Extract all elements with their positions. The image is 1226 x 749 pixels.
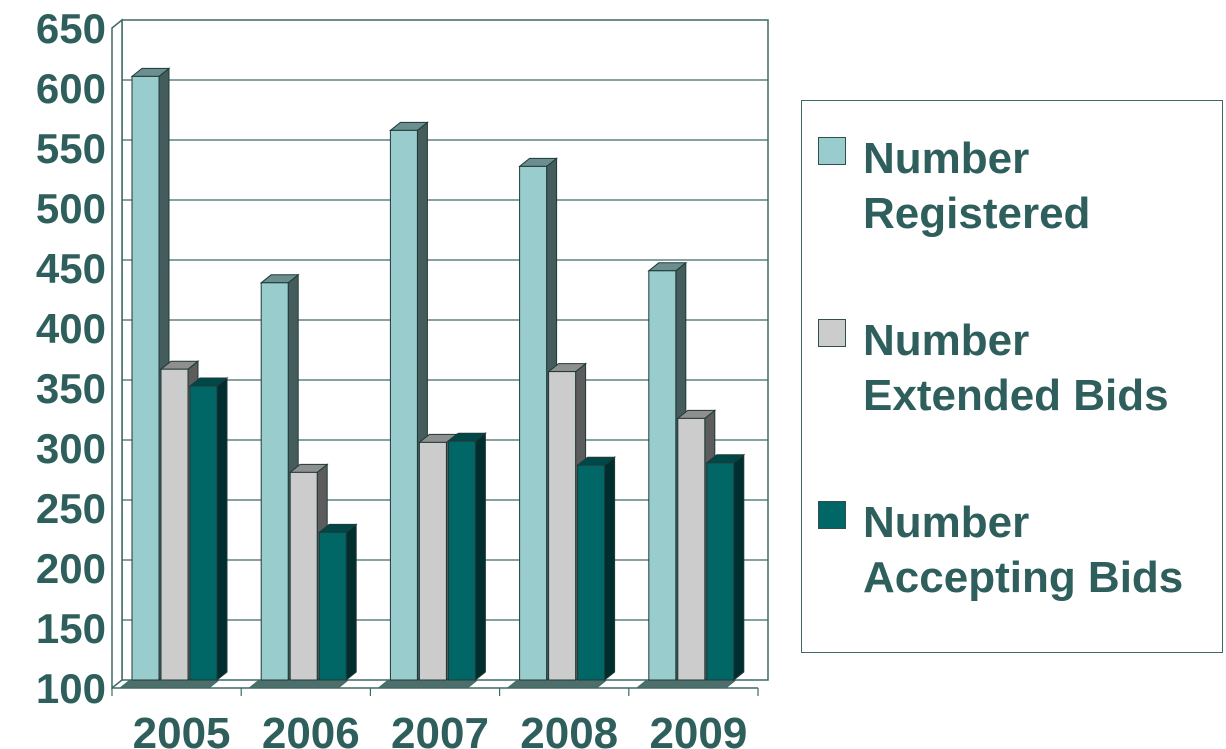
bar-side — [474, 432, 486, 682]
y-tick-label: 600 — [36, 65, 106, 112]
bar — [389, 129, 418, 681]
legend-label-accepting-bids: Number Accepting Bids — [863, 495, 1183, 605]
y-tick-label: 100 — [36, 665, 106, 712]
y-tick-label: 400 — [36, 305, 106, 352]
y-tick-label: 650 — [36, 5, 106, 52]
legend-label-registered: Number Registered — [863, 131, 1090, 241]
chart-legend: Number Registered Number Extended Bids N… — [801, 100, 1223, 653]
y-tick-label: 200 — [36, 545, 106, 592]
legend-label-extended-bids: Number Extended Bids — [863, 313, 1169, 423]
bar — [648, 270, 677, 681]
bar — [418, 441, 447, 681]
bar — [519, 165, 548, 681]
floor-segment — [247, 679, 350, 689]
bar — [447, 440, 476, 681]
bar — [548, 371, 577, 681]
bar-side — [345, 523, 357, 682]
legend-label-line: Extended Bids — [863, 371, 1169, 420]
bar-chart: 100 150 200 250 300 350 400 450 500 550 600 650 2005… — [36, 5, 769, 749]
x-tick-label: 2007 — [391, 709, 489, 749]
x-tick-label: 2009 — [649, 709, 747, 749]
x-tick-label: 2008 — [520, 709, 618, 749]
legend-item-accepting-bids: Number Accepting Bids — [818, 495, 1183, 605]
bar — [289, 471, 318, 681]
bar — [677, 417, 706, 681]
legend-item-registered: Number Registered — [818, 131, 1090, 241]
legend-swatch-extended-bids — [818, 319, 846, 347]
y-tick-label: 550 — [36, 125, 106, 172]
legend-label-line: Registered — [863, 189, 1091, 238]
legend-label-line: Number — [863, 498, 1030, 547]
bar-side — [733, 453, 745, 682]
bar — [160, 368, 189, 681]
y-tick-label: 350 — [36, 365, 106, 412]
y-tick-label: 500 — [36, 185, 106, 232]
bar-side — [604, 456, 616, 682]
legend-label-line: Accepting Bids — [863, 553, 1184, 602]
x-tick-label: 2005 — [133, 709, 231, 749]
floor-segment — [506, 679, 609, 689]
legend-label-line: Number — [863, 134, 1030, 183]
legend-item-extended-bids: Number Extended Bids — [818, 313, 1169, 423]
bar-side — [216, 376, 228, 682]
bar — [577, 464, 606, 681]
x-tick-label: 2006 — [262, 709, 360, 749]
bar — [706, 462, 735, 681]
bar — [131, 75, 160, 681]
y-tick-label: 150 — [36, 605, 106, 652]
y-tick-label: 300 — [36, 425, 106, 472]
plot-side-wall — [111, 18, 123, 690]
bar — [189, 385, 218, 681]
bar — [318, 531, 347, 681]
y-tick-label: 450 — [36, 245, 106, 292]
floor-segment — [635, 679, 738, 689]
legend-label-line: Number — [863, 316, 1030, 365]
floor-segment — [376, 679, 479, 689]
legend-swatch-registered — [818, 137, 846, 165]
y-tick-label: 250 — [36, 485, 106, 532]
floor-segment — [118, 679, 221, 689]
legend-swatch-accepting-bids — [818, 501, 846, 529]
bar — [260, 282, 289, 681]
